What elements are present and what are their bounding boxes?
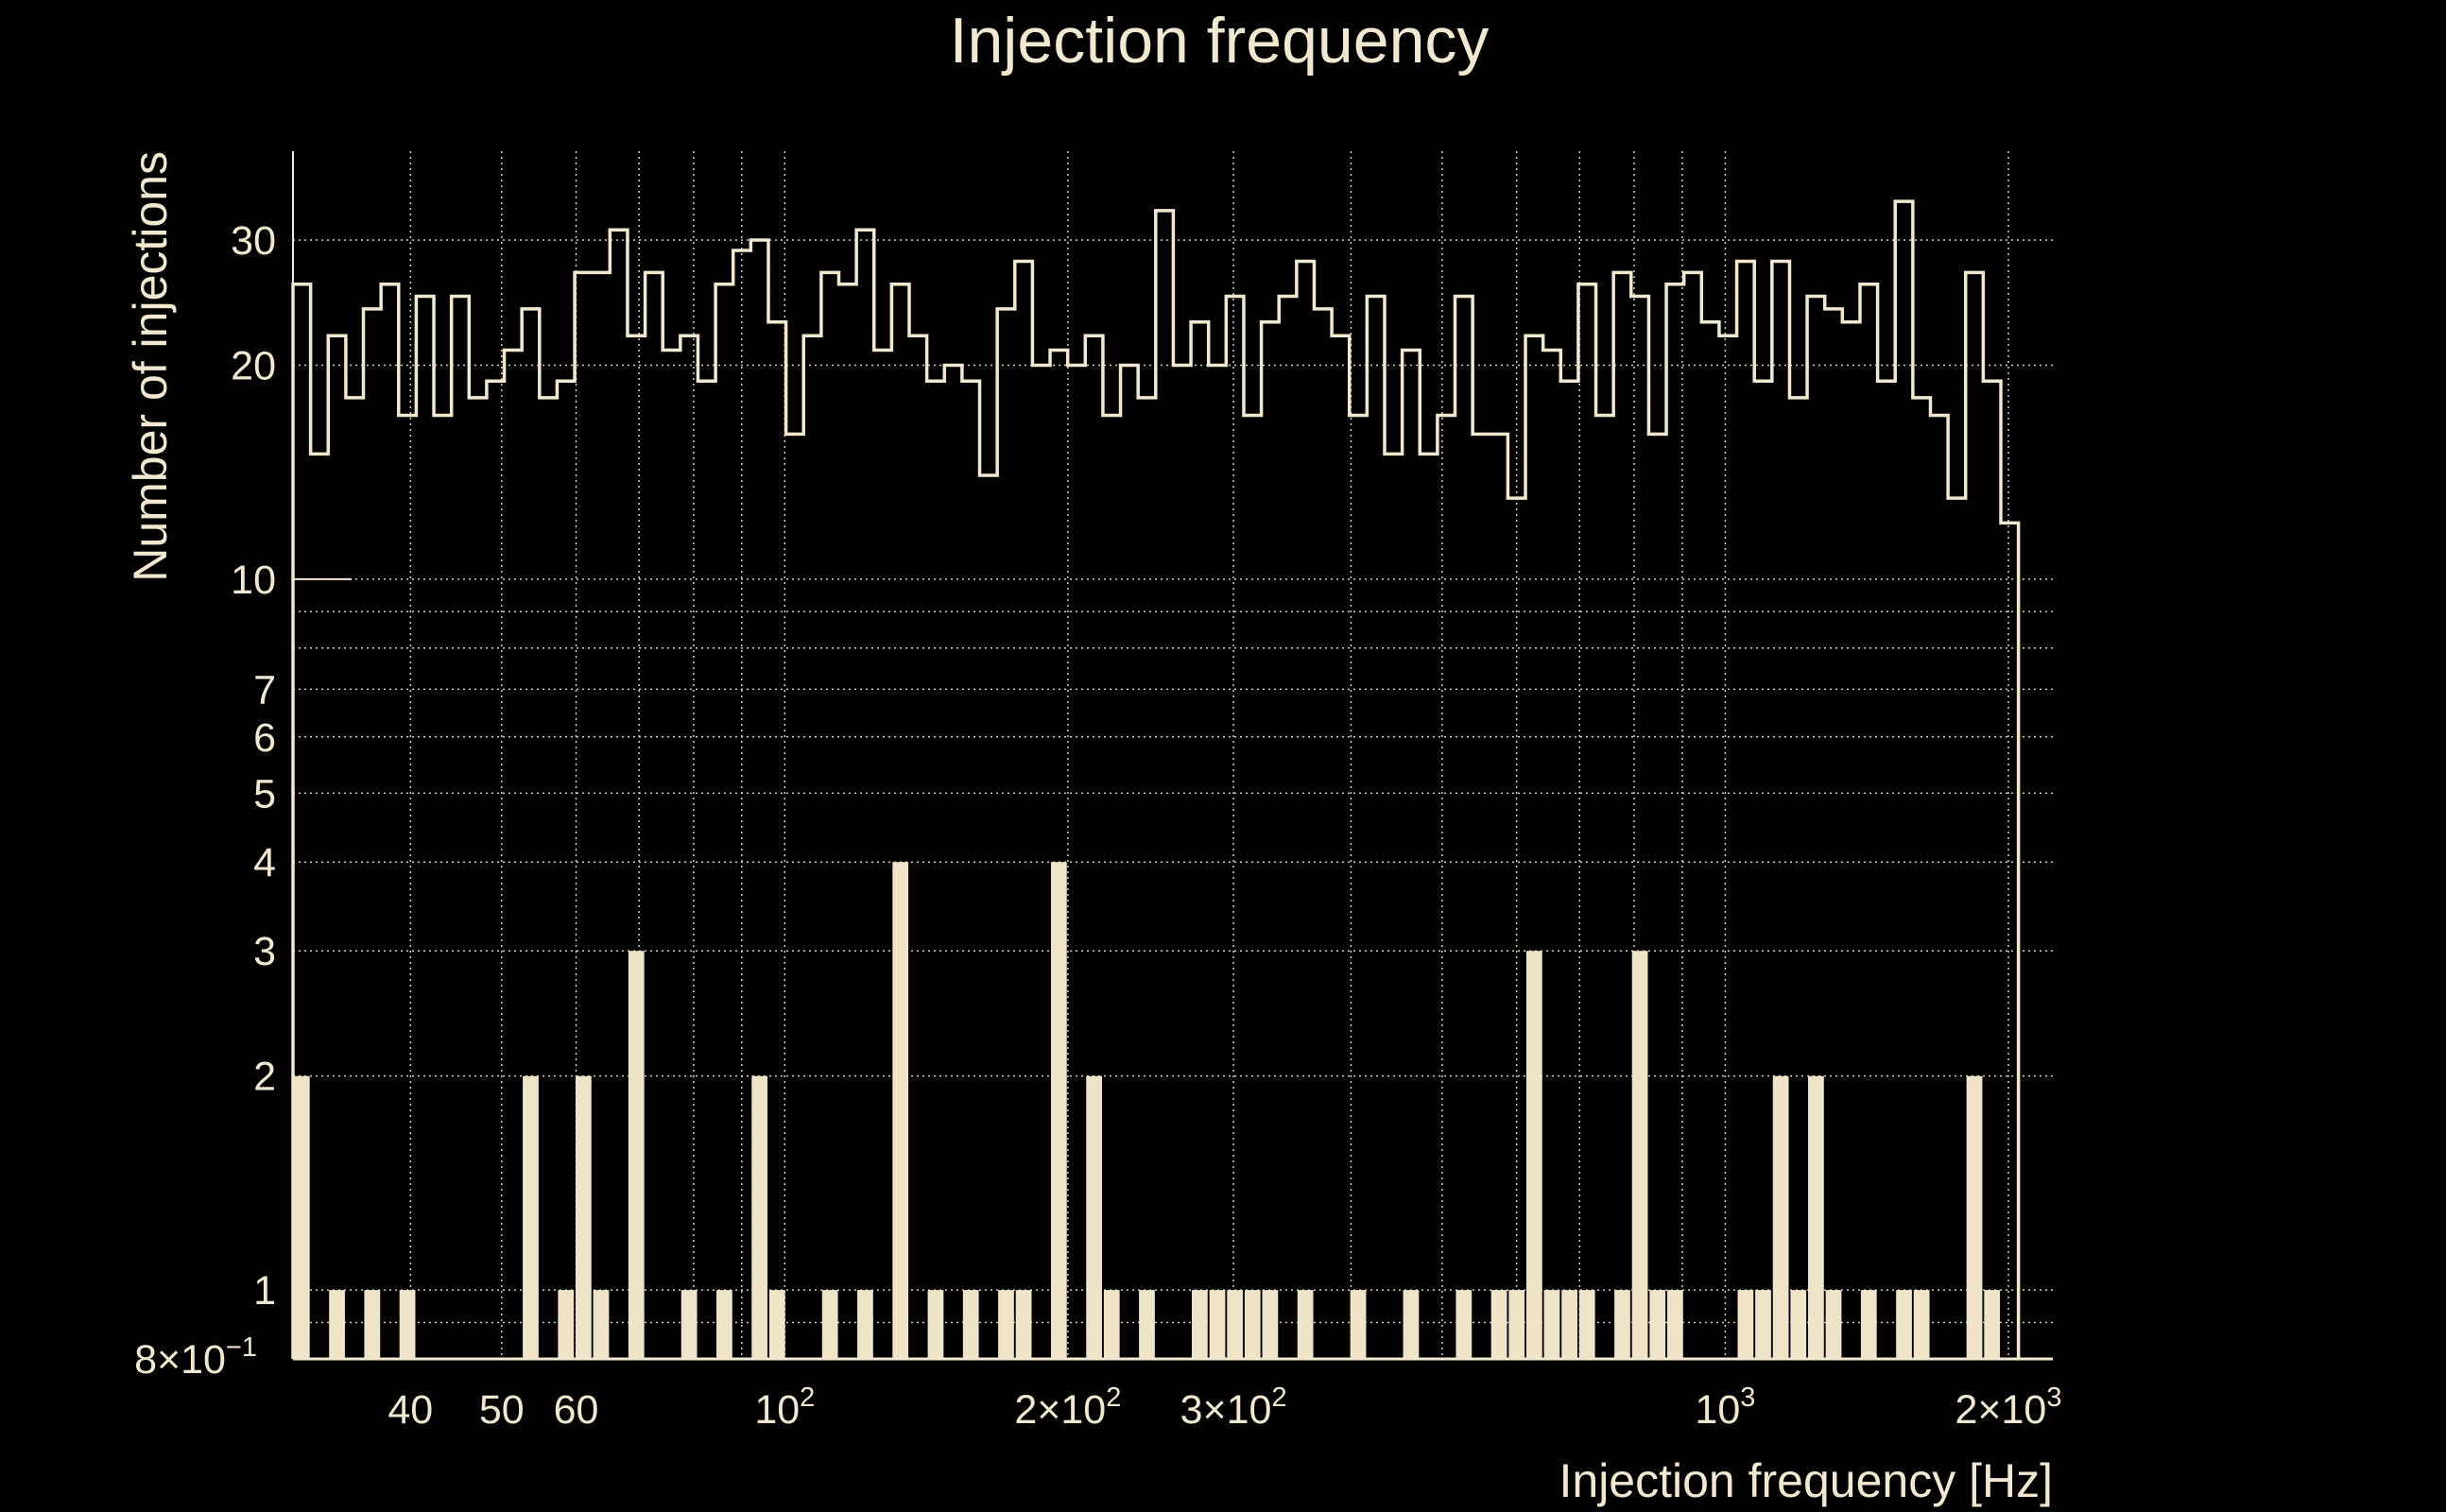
histogram-bar xyxy=(1966,1075,1983,1359)
histogram-bar xyxy=(998,1290,1014,1359)
chart-title: Injection frequency xyxy=(950,5,1490,77)
histogram-bar xyxy=(558,1290,575,1359)
histogram-bar xyxy=(1896,1290,1912,1359)
x-tick-exponent: 3 xyxy=(2046,1383,2061,1413)
histogram-bar xyxy=(1490,1290,1507,1359)
histogram-bar xyxy=(1772,1075,1789,1359)
y-tick-label: 7 xyxy=(253,667,276,713)
histogram-bar xyxy=(1456,1290,1473,1359)
x-tick-label: 2×103 xyxy=(1955,1383,2061,1433)
x-tick-exponent: 3 xyxy=(1740,1383,1755,1413)
histogram-bar xyxy=(1262,1290,1279,1359)
outline-histogram xyxy=(291,199,2021,1359)
y-tick-label: 30 xyxy=(231,218,276,264)
y-tick-label: 10 xyxy=(231,558,276,603)
histogram-bar xyxy=(768,1290,785,1359)
histogram-bar xyxy=(399,1290,416,1359)
histogram-bar xyxy=(1543,1290,1560,1359)
histogram-bar xyxy=(857,1290,873,1359)
histogram-bar xyxy=(364,1290,381,1359)
histogram-bar xyxy=(751,1075,768,1359)
histogram-bar xyxy=(1666,1290,1683,1359)
x-tick-label: 2×102 xyxy=(1014,1383,1121,1433)
x-tick-label: 60 xyxy=(554,1387,599,1433)
histogram-bar xyxy=(892,862,909,1359)
histogram-bar xyxy=(1755,1290,1771,1359)
histogram-bar xyxy=(1913,1290,1930,1359)
y-axis-label: Number of injections xyxy=(124,151,177,582)
histogram-bar xyxy=(1015,1290,1032,1359)
histogram-bar xyxy=(628,951,645,1359)
histogram-bar xyxy=(1525,951,1542,1359)
histogram-bar xyxy=(927,1290,944,1359)
y-tick-label: 5 xyxy=(253,771,276,816)
y-tick-exponent: −1 xyxy=(226,1332,257,1363)
histogram-bar xyxy=(1227,1290,1244,1359)
y-tick-label: 20 xyxy=(231,343,276,388)
histogram-bar xyxy=(575,1075,592,1359)
x-tick-label: 40 xyxy=(388,1387,433,1433)
axes xyxy=(292,151,2053,1361)
histogram-bar xyxy=(1631,951,1648,1359)
y-tick-label: 4 xyxy=(253,840,276,885)
x-tick-exponent: 2 xyxy=(800,1383,815,1413)
histogram-bar xyxy=(680,1290,698,1359)
y-tick-label: 2 xyxy=(253,1055,276,1100)
histogram-bar xyxy=(329,1290,345,1359)
histogram-bar xyxy=(1578,1290,1595,1359)
histogram-bar xyxy=(1403,1290,1420,1359)
histogram-bar xyxy=(1103,1290,1120,1359)
histogram-bar xyxy=(1737,1290,1754,1359)
histogram-bar xyxy=(1825,1290,1842,1359)
x-tick-labels: 40 50 60 102 2×102 3×102 103 2×103 xyxy=(388,1383,2061,1433)
x-axis-label: Injection frequency [Hz] xyxy=(1559,1454,2054,1507)
histogram-bar xyxy=(1808,1075,1824,1359)
y-tick-label: 3 xyxy=(253,929,276,974)
filled-histogram xyxy=(293,862,2001,1359)
histogram-bar xyxy=(1649,1290,1666,1359)
histogram-bar xyxy=(293,1075,310,1359)
y-tick-label: 6 xyxy=(253,715,276,761)
histogram-bar xyxy=(1561,1290,1577,1359)
histogram-bar xyxy=(1297,1290,1314,1359)
histogram-bar xyxy=(1790,1290,1807,1359)
histogram-bar xyxy=(1508,1290,1525,1359)
histogram-bar xyxy=(593,1290,610,1359)
histogram-bar xyxy=(1350,1290,1367,1359)
x-tick-exponent: 2 xyxy=(1106,1383,1121,1413)
x-tick-label: 50 xyxy=(479,1387,525,1433)
histogram-bar xyxy=(1860,1290,1877,1359)
x-tick-exponent: 2 xyxy=(1271,1383,1286,1413)
histogram-bar xyxy=(821,1290,838,1359)
histogram-bar xyxy=(523,1075,539,1359)
histogram-bar xyxy=(1139,1290,1155,1359)
histogram-bar xyxy=(1244,1290,1261,1359)
histogram-bar xyxy=(716,1290,732,1359)
histogram-bar xyxy=(1614,1290,1630,1359)
histogram-bar xyxy=(1192,1290,1208,1359)
x-tick-label: 3×102 xyxy=(1180,1383,1287,1433)
histogram-bar xyxy=(962,1290,979,1359)
histogram-bar xyxy=(1209,1290,1226,1359)
y-tick-label: 1 xyxy=(253,1268,276,1314)
histogram-bar xyxy=(1086,1075,1102,1359)
histogram-bar xyxy=(1984,1290,2001,1359)
histogram-bar xyxy=(1050,862,1067,1359)
